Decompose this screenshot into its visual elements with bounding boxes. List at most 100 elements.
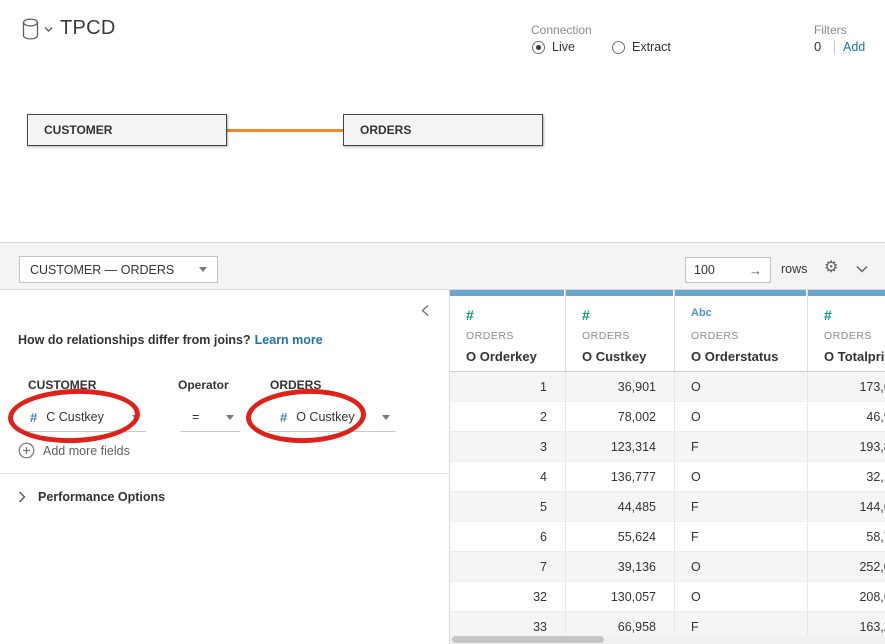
cell-custkey: 36,901: [566, 372, 675, 401]
numeric-type-icon: #: [466, 307, 474, 323]
add-more-fields-button[interactable]: Add more fields: [18, 442, 130, 459]
column-table-name: ORDERS: [466, 330, 514, 342]
right-table-column-label: ORDERS: [270, 378, 322, 392]
operator-dropdown[interactable]: =: [180, 403, 240, 432]
cell-custkey: 130,057: [566, 582, 675, 611]
cell-totalprice: 208,660.75: [808, 582, 885, 611]
operator-column-label: Operator: [178, 378, 229, 392]
column-header-totalprice[interactable]: # ORDERS O Totalprice: [808, 290, 885, 372]
cell-totalprice: 163,243.98: [808, 612, 885, 641]
column-header-orderkey[interactable]: # ORDERS O Orderkey: [450, 290, 566, 372]
column-field-name: O Totalprice: [824, 349, 885, 364]
cell-totalprice: 193,846.25: [808, 432, 885, 461]
left-field-dropdown[interactable]: # C Custkey: [18, 403, 146, 432]
relationship-selector-dropdown[interactable]: CUSTOMER — ORDERS: [19, 256, 218, 283]
cell-totalprice: 58,749.59: [808, 522, 885, 551]
cell-orderkey: 2: [450, 402, 566, 431]
connection-extract-radio[interactable]: Extract: [612, 40, 671, 54]
table-row: 5 44,485 F 144,659.20: [450, 492, 885, 522]
column-header-custkey[interactable]: # ORDERS O Custkey: [566, 290, 675, 372]
cell-totalprice: 173,665.47: [808, 372, 885, 401]
plus-circle-icon: [18, 442, 35, 459]
cell-orderkey: 32: [450, 582, 566, 611]
column-field-name: O Custkey: [582, 349, 647, 364]
filters-label: Filters: [814, 23, 847, 37]
performance-options-expander[interactable]: Performance Options: [18, 490, 165, 504]
panel-divider: [0, 473, 450, 474]
database-cylinder-icon: [22, 18, 39, 40]
apply-rows-arrow-icon[interactable]: →: [749, 262, 762, 278]
table-row: 3 123,314 F 193,846.25: [450, 432, 885, 462]
grid-header-row: # ORDERS O Orderkey # ORDERS O Custkey A…: [450, 290, 885, 372]
column-header-orderstatus[interactable]: Abc ORDERS O Orderstatus: [675, 290, 808, 372]
cell-custkey: 44,485: [566, 492, 675, 521]
row-count-input[interactable]: [694, 263, 744, 277]
radio-selected-icon[interactable]: [532, 40, 545, 54]
cell-orderkey: 6: [450, 522, 566, 551]
table-row: 4 136,777 O 32,151.78: [450, 462, 885, 492]
right-field-value: O Custkey: [296, 410, 355, 424]
table-card-customer[interactable]: CUSTOMER: [27, 114, 227, 146]
connection-extract-label: Extract: [632, 40, 671, 54]
learn-more-link[interactable]: Learn more: [254, 333, 323, 347]
chevron-right-icon: [19, 491, 26, 503]
right-field-dropdown[interactable]: # O Custkey: [268, 403, 396, 432]
string-type-icon: Abc: [691, 307, 712, 319]
radio-unselected-icon[interactable]: [612, 40, 625, 54]
relationship-help-text: How do relationships differ from joins? L…: [18, 333, 323, 347]
horizontal-scrollbar[interactable]: [450, 635, 885, 644]
cell-orderstatus: F: [675, 522, 808, 551]
column-field-name: O Orderkey: [466, 349, 537, 364]
collapse-grid-chevron-icon[interactable]: [856, 265, 868, 273]
cell-orderstatus: O: [675, 372, 808, 401]
table-card-orders[interactable]: ORDERS: [343, 114, 543, 146]
database-menu-caret-icon: [44, 27, 53, 32]
column-field-name: O Orderstatus: [691, 349, 779, 364]
add-more-fields-label: Add more fields: [43, 443, 130, 458]
grid-settings-gear-icon[interactable]: ⚙: [824, 259, 839, 276]
chevron-down-icon: [199, 267, 207, 272]
cell-orderstatus: F: [675, 432, 808, 461]
column-accent-strip: [450, 290, 564, 296]
datasource-title: TPCD: [60, 17, 116, 39]
cell-orderkey: 3: [450, 432, 566, 461]
cell-custkey: 39,136: [566, 552, 675, 581]
connection-live-radio[interactable]: Live: [532, 40, 575, 54]
left-field-value: C Custkey: [46, 410, 104, 424]
table-row: 1 36,901 O 173,665.47: [450, 372, 885, 402]
cell-orderstatus: O: [675, 402, 808, 431]
collapse-panel-chevron-icon[interactable]: [420, 304, 430, 317]
relationship-selector-label: CUSTOMER — ORDERS: [30, 262, 175, 277]
column-table-name: ORDERS: [691, 330, 739, 342]
cell-totalprice: 252,004.18: [808, 552, 885, 581]
cell-orderstatus: F: [675, 492, 808, 521]
cell-orderstatus: O: [675, 582, 808, 611]
chevron-down-icon: [382, 414, 390, 420]
performance-options-label: Performance Options: [38, 490, 166, 504]
cell-orderkey: 4: [450, 462, 566, 491]
filters-add-link[interactable]: Add: [843, 40, 866, 54]
filters-divider: [834, 40, 835, 55]
cell-totalprice: 32,151.78: [808, 462, 885, 491]
cell-orderkey: 1: [450, 372, 566, 401]
column-accent-strip: [808, 290, 885, 296]
numeric-type-icon: #: [824, 307, 832, 323]
table-row: 6 55,624 F 58,749.59: [450, 522, 885, 552]
left-table-column-label: CUSTOMER: [28, 378, 97, 392]
table-card-label: CUSTOMER: [44, 123, 113, 137]
column-accent-strip: [675, 290, 806, 296]
data-grid-toolbar: CUSTOMER — ORDERS → rows ⚙: [0, 242, 885, 290]
relationship-noodle[interactable]: [227, 129, 343, 132]
horizontal-scrollbar-thumb[interactable]: [452, 636, 604, 643]
chevron-down-icon: [226, 414, 234, 420]
row-count-field: →: [685, 257, 771, 283]
database-icon[interactable]: [22, 18, 53, 41]
cell-custkey: 66,958: [566, 612, 675, 641]
cell-orderkey: 7: [450, 552, 566, 581]
datasource-header: TPCD Connection Live Extract Filters 0 A…: [0, 0, 885, 60]
table-row: 7 39,136 O 252,004.18: [450, 552, 885, 582]
cell-totalprice: 46,929.18: [808, 402, 885, 431]
numeric-type-icon: #: [582, 307, 590, 323]
table-row: 32 130,057 O 208,660.75: [450, 582, 885, 612]
table-card-label: ORDERS: [360, 123, 412, 137]
